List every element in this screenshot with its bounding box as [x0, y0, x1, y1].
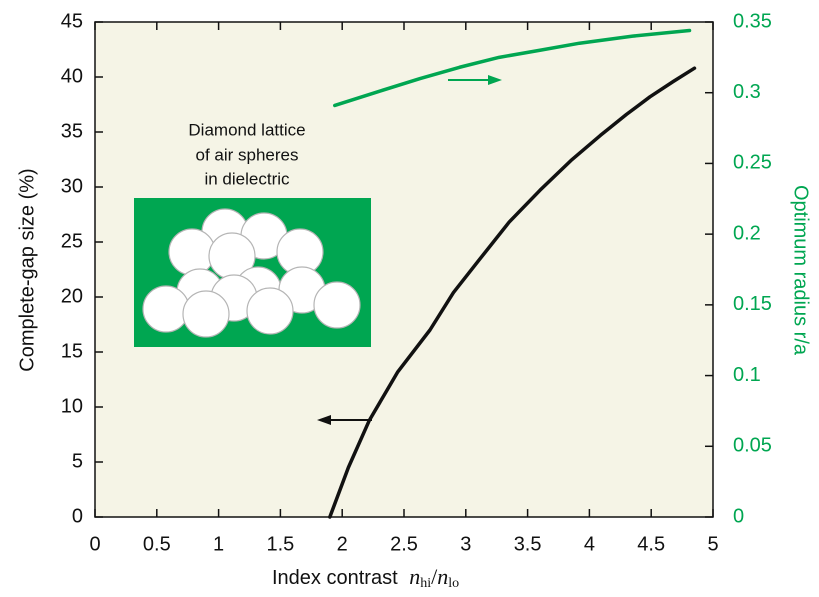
y2-tick-label: 0.1: [733, 364, 761, 386]
y2-tick-label: 0.05: [733, 435, 772, 457]
y-tick-label: 40: [61, 65, 83, 87]
y-tick-label: 0: [72, 505, 83, 527]
y-axis-label: Complete-gap size (%): [16, 168, 38, 371]
x-tick-label: 3.5: [514, 533, 542, 555]
annotation: in dielectric: [204, 169, 290, 188]
x-label-math: hi: [420, 576, 431, 591]
x-tick-label: 2.5: [390, 533, 418, 555]
line-series: [333, 28, 692, 108]
x-label-math: /: [431, 564, 438, 589]
x-tick-label: 4: [584, 533, 595, 555]
y2-tick-label: 0.2: [733, 222, 761, 244]
x-tick-label: 1.5: [266, 533, 294, 555]
x-label-math: n: [437, 564, 448, 589]
x-tick-label: 4.5: [637, 533, 665, 555]
annotation: Diamond lattice: [188, 120, 305, 139]
x-tick-label: 3: [460, 533, 471, 555]
x-label-text: Index contrast: [272, 567, 398, 589]
x-tick-label: 0.5: [143, 533, 171, 555]
y-tick-label: 35: [61, 120, 83, 142]
y2-tick-label: 0.15: [733, 293, 772, 315]
annotation: of air spheres: [196, 145, 299, 164]
spheres: [142, 208, 361, 338]
x-tick-label: 5: [707, 533, 718, 555]
y2-tick-label: 0: [733, 505, 744, 527]
x-tick-label: 2: [337, 533, 348, 555]
y2-tick-label: 0.35: [733, 10, 772, 32]
y-tick-label: 30: [61, 175, 83, 197]
y2-tick-label: 0.25: [733, 152, 772, 174]
y2-tick-label: 0.3: [733, 81, 761, 103]
inset: [134, 198, 371, 347]
x-tick-label: 1: [213, 533, 224, 555]
x-tick-label: 0: [89, 533, 100, 555]
y-tick-label: 15: [61, 340, 83, 362]
line-series: [328, 66, 697, 519]
x-label-math: lo: [448, 576, 459, 591]
y-tick-label: 10: [61, 395, 83, 417]
y-tick-label: 20: [61, 285, 83, 307]
x-label-math: n: [409, 564, 420, 589]
arrows: [317, 75, 502, 425]
y2-axis-label: Optimum radius r/a: [790, 185, 812, 356]
y-tick-label: 25: [61, 230, 83, 252]
y-tick-label: 5: [72, 450, 83, 472]
x-axis-label: Index contrast nhi/nlo: [272, 564, 459, 591]
y-tick-label: 45: [61, 10, 83, 32]
